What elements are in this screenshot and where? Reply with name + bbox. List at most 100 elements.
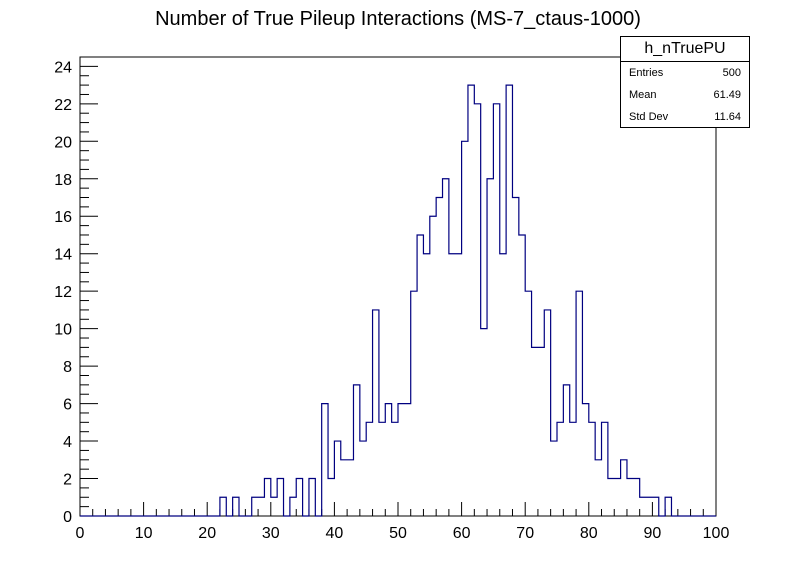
histogram-bin xyxy=(385,404,391,516)
y-tick-label: 12 xyxy=(54,284,72,301)
histogram-bin xyxy=(468,85,474,516)
histogram-bin xyxy=(608,479,614,516)
histogram-bin xyxy=(264,479,270,516)
histogram-bin xyxy=(392,422,398,516)
histogram-bin xyxy=(532,347,538,516)
histogram-bin xyxy=(582,404,588,516)
histogram-bin xyxy=(449,254,455,516)
histogram-bin xyxy=(353,385,359,516)
x-tick-label: 10 xyxy=(135,525,153,542)
histogram-bin xyxy=(481,329,487,516)
y-tick-label: 24 xyxy=(54,59,72,76)
stats-label-mean: Mean xyxy=(629,89,657,101)
y-tick-label: 8 xyxy=(63,359,72,376)
stats-box-title: h_nTruePU xyxy=(621,37,749,62)
stats-label-entries: Entries xyxy=(629,67,664,79)
histogram-bin xyxy=(309,479,315,516)
histogram-bin xyxy=(436,198,442,516)
histogram-bin xyxy=(430,216,436,516)
x-tick-label: 50 xyxy=(389,525,407,542)
histogram-bin xyxy=(417,235,423,516)
x-tick-label: 80 xyxy=(580,525,598,542)
stats-box: h_nTruePU Entries 500 Mean 61.49 Std Dev… xyxy=(620,36,750,128)
x-tick-label: 30 xyxy=(262,525,280,542)
histogram-bin xyxy=(519,235,525,516)
histogram-bin xyxy=(570,422,576,516)
x-tick-label: 70 xyxy=(516,525,534,542)
y-tick-label: 0 xyxy=(63,509,72,526)
y-tick-label: 2 xyxy=(63,472,72,489)
histogram-bin xyxy=(544,310,550,516)
stats-label-stddev: Std Dev xyxy=(629,111,669,123)
histogram-bin xyxy=(500,254,506,516)
histogram-bin xyxy=(443,179,449,516)
histogram-bin xyxy=(512,198,518,516)
histogram-bin xyxy=(621,460,627,516)
histogram-bin xyxy=(614,479,620,516)
histogram-bin xyxy=(455,254,461,516)
x-tick-label: 60 xyxy=(453,525,471,542)
histogram-bin xyxy=(290,497,296,516)
histogram-bin xyxy=(462,141,468,516)
histogram-bin xyxy=(341,460,347,516)
histogram-bin xyxy=(322,404,328,516)
histogram-bin xyxy=(563,385,569,516)
histogram-bin xyxy=(347,460,353,516)
histogram-bin xyxy=(328,479,334,516)
histogram-bin xyxy=(334,441,340,516)
histogram-bin xyxy=(277,479,283,516)
y-tick-label: 14 xyxy=(54,247,72,264)
y-tick-label: 18 xyxy=(54,172,72,189)
histogram-bin xyxy=(602,422,608,516)
histogram-bin xyxy=(589,422,595,516)
histogram-bin xyxy=(665,497,671,516)
histogram-bin xyxy=(220,497,226,516)
histogram-bin xyxy=(595,460,601,516)
histogram-bin xyxy=(252,497,258,516)
x-tick-label: 40 xyxy=(326,525,344,542)
histogram-bin xyxy=(423,254,429,516)
y-tick-label: 16 xyxy=(54,209,72,226)
histogram-outline xyxy=(80,84,716,517)
histogram-bin xyxy=(296,479,302,516)
histogram-bin xyxy=(557,422,563,516)
histogram-bin xyxy=(379,422,385,516)
y-tick-label: 10 xyxy=(54,322,72,339)
histogram-bin xyxy=(271,497,277,516)
y-tick-label: 22 xyxy=(54,97,72,114)
histogram-bin xyxy=(506,85,512,516)
y-tick-label: 4 xyxy=(63,434,72,451)
histogram-bin xyxy=(258,497,264,516)
histogram-bin xyxy=(525,291,531,516)
histogram-bin xyxy=(404,404,410,516)
histogram-bin xyxy=(366,422,372,516)
histogram-bin xyxy=(551,441,557,516)
histogram-bin xyxy=(411,291,417,516)
stats-value-mean: 61.49 xyxy=(713,89,741,101)
histogram-bin xyxy=(233,497,239,516)
stats-row-mean: Mean 61.49 xyxy=(621,84,749,106)
stats-row-stddev: Std Dev 11.64 xyxy=(621,106,749,128)
histogram-bin xyxy=(398,404,404,516)
stats-value-entries: 500 xyxy=(722,67,741,79)
histogram-bin xyxy=(487,179,493,516)
histogram-bin xyxy=(652,497,658,516)
histogram-bin xyxy=(576,291,582,516)
x-tick-label: 20 xyxy=(198,525,216,542)
histogram-bin xyxy=(474,104,480,516)
chart-title: Number of True Pileup Interactions (MS-7… xyxy=(155,8,641,30)
x-tick-label: 0 xyxy=(76,525,85,542)
x-tick-label: 90 xyxy=(644,525,662,542)
histogram-bin xyxy=(493,104,499,516)
stats-row-entries: Entries 500 xyxy=(621,62,749,84)
histogram-bin xyxy=(633,479,639,516)
histogram-bin xyxy=(627,479,633,516)
histogram-bin xyxy=(538,347,544,516)
stats-value-stddev: 11.64 xyxy=(714,111,741,123)
histogram-bin xyxy=(646,497,652,516)
y-tick-label: 20 xyxy=(54,134,72,151)
x-tick-label: 100 xyxy=(703,525,730,542)
y-tick-label: 6 xyxy=(63,397,72,414)
histogram-bin xyxy=(373,310,379,516)
